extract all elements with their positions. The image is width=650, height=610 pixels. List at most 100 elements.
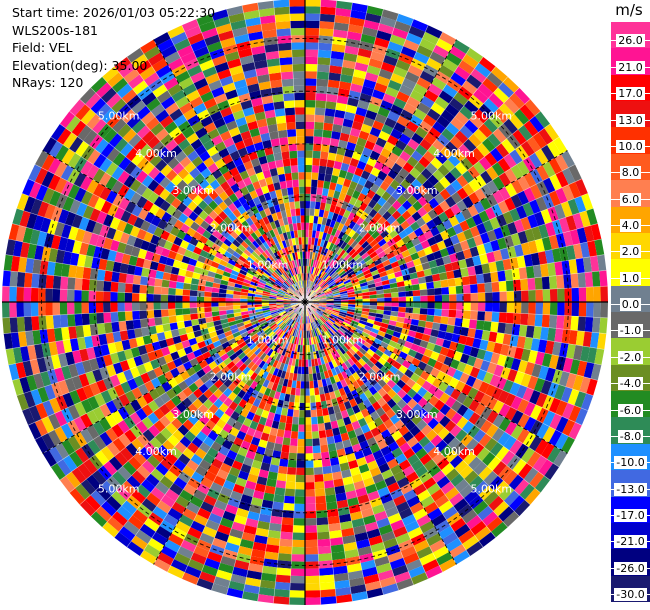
velocity-cell	[351, 518, 365, 528]
velocity-cell	[305, 100, 316, 108]
velocity-cell	[390, 73, 405, 85]
velocity-cell	[345, 315, 353, 321]
velocity-cell	[316, 277, 322, 285]
velocity-cell	[131, 438, 145, 452]
velocity-cell	[290, 568, 305, 577]
velocity-cell	[389, 352, 399, 361]
velocity-cell	[343, 342, 351, 351]
velocity-cell	[534, 314, 543, 327]
velocity-cell	[282, 437, 291, 446]
velocity-cell	[139, 302, 147, 311]
velocity-cell	[558, 371, 570, 387]
velocity-cell	[510, 164, 524, 180]
velocity-cell	[322, 272, 328, 280]
velocity-cell	[368, 377, 378, 387]
velocity-cell	[462, 344, 473, 356]
velocity-cell	[441, 462, 455, 476]
velocity-cell	[586, 302, 594, 318]
velocity-cell	[452, 149, 466, 162]
velocity-cell	[223, 397, 233, 408]
velocity-cell	[503, 490, 520, 507]
velocity-cell	[332, 262, 339, 270]
velocity-cell	[187, 442, 199, 454]
velocity-cell	[374, 113, 388, 125]
velocity-cell	[235, 359, 244, 369]
velocity-cell	[324, 339, 331, 347]
velocity-cell	[77, 463, 92, 480]
velocity-cell	[523, 337, 533, 350]
velocity-cell	[63, 455, 78, 472]
velocity-cell	[554, 261, 564, 276]
velocity-cell	[282, 400, 290, 409]
velocity-cell	[411, 283, 420, 291]
velocity-cell	[174, 441, 187, 454]
velocity-cell	[258, 587, 275, 597]
velocity-cell	[260, 432, 270, 442]
velocity-cell	[326, 159, 335, 168]
velocity-cell	[382, 393, 392, 403]
velocity-cell	[274, 581, 291, 591]
velocity-cell	[340, 307, 348, 311]
velocity-cell	[305, 438, 313, 447]
velocity-cell	[468, 456, 482, 471]
velocity-cell	[322, 129, 333, 139]
velocity-cell	[262, 425, 272, 435]
velocity-cell	[372, 324, 381, 331]
velocity-cell	[371, 89, 386, 100]
velocity-cell	[403, 447, 416, 460]
velocity-cell	[52, 275, 62, 290]
velocity-cell	[257, 520, 270, 530]
velocity-cell	[557, 288, 565, 302]
velocity-cell	[426, 57, 443, 71]
velocity-cell	[389, 315, 398, 322]
velocity-cell	[290, 328, 295, 336]
velocity-cell	[347, 327, 355, 334]
velocity-cell	[124, 283, 133, 293]
velocity-cell	[450, 191, 463, 204]
velocity-cell	[167, 294, 176, 302]
velocity-cell	[280, 524, 294, 533]
velocity-cell	[317, 379, 323, 388]
velocity-cell	[337, 364, 345, 373]
velocity-cell	[141, 460, 156, 474]
velocity-cell	[222, 387, 233, 398]
velocity-cell	[275, 436, 284, 445]
velocity-cell	[291, 424, 299, 432]
velocity-cell	[288, 327, 294, 335]
velocity-cell	[450, 400, 463, 413]
velocity-cell	[283, 316, 290, 323]
velocity-cell	[343, 352, 351, 361]
velocity-cell	[117, 292, 125, 302]
velocity-cell	[95, 485, 112, 501]
velocity-cell	[372, 221, 382, 231]
velocity-cell	[227, 338, 237, 346]
velocity-cell	[396, 388, 407, 399]
velocity-cell	[264, 337, 272, 345]
velocity-cell	[205, 356, 215, 365]
velocity-cell	[503, 97, 520, 114]
velocity-cell	[383, 451, 396, 463]
velocity-cell	[308, 373, 314, 382]
velocity-cell	[430, 243, 440, 253]
velocity-cell	[452, 369, 464, 381]
velocity-cell	[103, 460, 118, 476]
velocity-cell	[336, 348, 344, 357]
velocity-cell	[239, 538, 254, 549]
velocity-cell	[483, 241, 494, 254]
velocity-cell	[331, 551, 346, 561]
velocity-cell	[556, 274, 565, 289]
velocity-cell	[422, 477, 437, 490]
velocity-cell	[369, 443, 381, 454]
velocity-cell	[209, 544, 225, 556]
velocity-cell	[375, 246, 384, 255]
velocity-cell	[428, 186, 440, 198]
velocity-cell	[452, 442, 466, 455]
velocity-cell	[538, 224, 549, 239]
velocity-cell	[290, 320, 296, 328]
velocity-cell	[568, 329, 578, 345]
velocity-cell	[419, 255, 429, 265]
velocity-cell	[528, 240, 538, 254]
velocity-cell	[287, 350, 292, 358]
velocity-cell	[565, 373, 577, 389]
velocity-cell	[529, 168, 543, 185]
